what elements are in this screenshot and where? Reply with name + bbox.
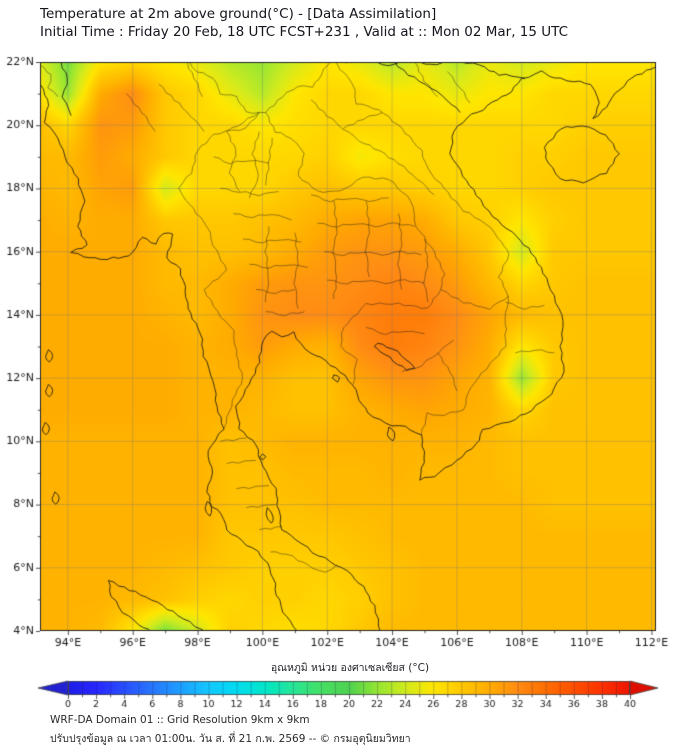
map-title: Temperature at 2m above ground(°C) - [Da… — [40, 6, 437, 22]
footer-domain-info: WRF-DA Domain 01 :: Grid Resolution 9km … — [50, 714, 310, 726]
footer-update-info: ปรับปรุงข้อมูล ณ เวลา 01:00น. วัน ส. ที่… — [50, 733, 411, 745]
colorbar-title: อุณหภูมิ หน่วย องศาเซลเซียส (°C) — [270, 662, 430, 674]
temperature-map-canvas — [0, 0, 676, 712]
map-subtitle: Initial Time : Friday 20 Feb, 18 UTC FCS… — [40, 24, 569, 40]
